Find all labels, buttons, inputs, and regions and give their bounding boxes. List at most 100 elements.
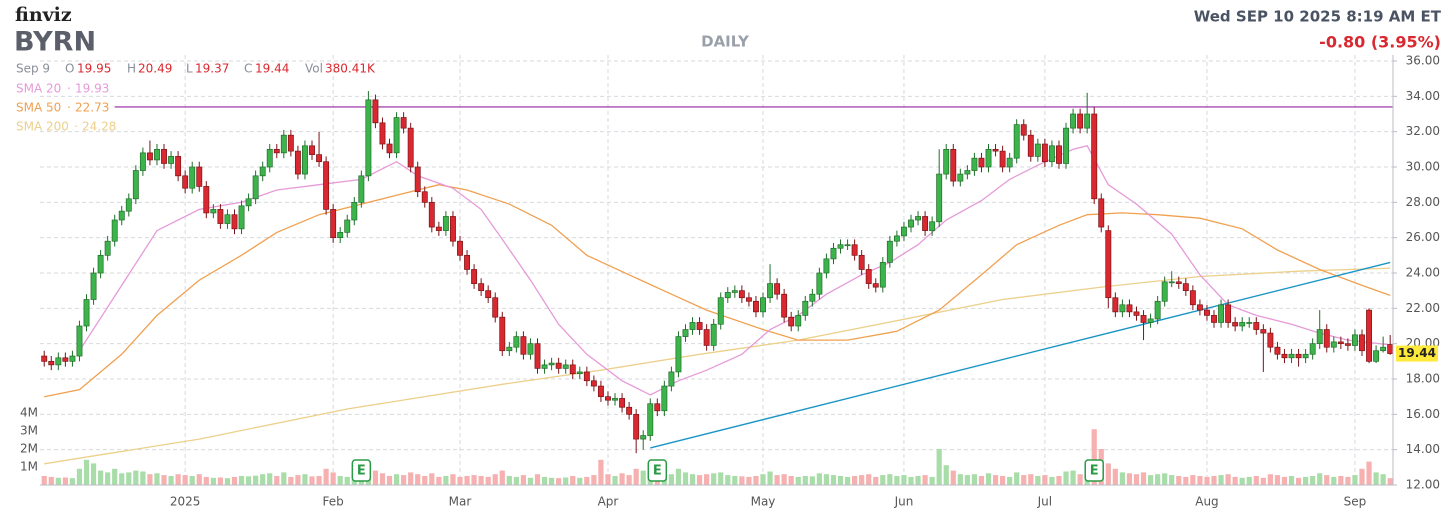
volume-bar: [1387, 478, 1393, 485]
x-tick-label: Mar: [449, 495, 472, 509]
info-value: 19.44: [255, 62, 289, 76]
legend-name: SMA 50: [16, 101, 61, 115]
volume-bar: [1324, 475, 1330, 485]
volume-bar: [534, 474, 541, 485]
volume-bar: [281, 472, 287, 485]
candle-body: [1189, 290, 1196, 306]
volume-bar: [105, 472, 111, 485]
candle-body: [978, 157, 985, 168]
volume-bar: [175, 474, 181, 485]
volume-bar: [746, 476, 752, 485]
volume-bar: [612, 476, 618, 485]
candle-body: [1006, 157, 1013, 168]
volume-bar: [1366, 461, 1372, 485]
volume-bar: [809, 476, 815, 485]
candle-body: [886, 240, 893, 263]
candle-body: [1063, 127, 1069, 164]
volume-bar: [605, 474, 611, 485]
volume-bar: [880, 475, 886, 485]
candle-body: [943, 148, 950, 175]
candle-body: [1168, 281, 1175, 284]
candle-body: [612, 398, 618, 401]
volume-bar: [591, 475, 597, 485]
volume-bar: [1035, 476, 1041, 485]
volume-bar: [1000, 476, 1006, 485]
candle-body: [717, 297, 724, 325]
candle-body: [837, 244, 844, 249]
x-tick-label: Jul: [1037, 495, 1052, 509]
volume-bar: [401, 475, 407, 485]
volume-bar: [1260, 477, 1266, 485]
volume-bar: [1211, 476, 1217, 485]
candle-body: [1253, 322, 1260, 330]
volume-bar: [1183, 476, 1189, 485]
candle-body: [1084, 113, 1091, 129]
volume-bar: [1133, 474, 1140, 485]
volume-bar: [718, 472, 724, 485]
volume-bar: [386, 476, 393, 485]
candle-body: [1098, 198, 1105, 228]
volume-bar: [577, 477, 583, 485]
candle-body: [1316, 329, 1323, 345]
candle-body: [1034, 143, 1041, 157]
legend-sep: ·: [67, 82, 71, 96]
volume-bar: [1169, 475, 1175, 485]
volume-bar: [499, 470, 505, 485]
candle-body: [266, 148, 273, 168]
datetime: Wed SEP 10 2025 8:19 AM ET: [1194, 8, 1442, 26]
volume-bar: [936, 449, 942, 485]
candle-body: [1232, 322, 1239, 327]
volume-bar: [1190, 475, 1196, 485]
candle-body: [513, 336, 520, 348]
volume-bar: [1345, 476, 1351, 485]
candle-body: [414, 166, 421, 193]
candle-body: [1056, 145, 1062, 164]
volume-bar: [633, 468, 639, 485]
candle-body: [626, 406, 633, 415]
volume-bar: [866, 474, 872, 485]
x-tick-label: Sep: [1344, 495, 1367, 509]
candle-body: [421, 191, 428, 203]
candle-body: [55, 357, 62, 366]
candle-body: [1323, 329, 1330, 348]
candle-body: [661, 385, 668, 412]
volume-bar: [1310, 476, 1316, 485]
volume-bar: [1352, 475, 1358, 485]
candle-body: [238, 205, 245, 230]
volume-bar: [1105, 463, 1111, 485]
volume-bar: [1049, 476, 1055, 485]
volume-bar: [189, 476, 195, 485]
candle-body: [964, 170, 971, 175]
volume-bar: [62, 477, 68, 485]
candle-body: [957, 173, 964, 182]
event-marker: [647, 459, 668, 482]
candle-body: [302, 145, 308, 175]
volume-bar: [964, 475, 970, 485]
volume-bar: [464, 476, 470, 485]
candle-body: [182, 175, 189, 189]
volume-bar: [816, 473, 822, 485]
candle-body: [1133, 311, 1140, 316]
candle-body: [696, 322, 703, 330]
candle-body: [175, 156, 182, 177]
volume-bar: [337, 476, 343, 485]
candle-body: [922, 216, 929, 231]
candle-body: [231, 214, 238, 230]
candle-body: [196, 166, 203, 187]
info-label: H: [127, 62, 136, 76]
candle-body: [449, 216, 456, 242]
volume-bar: [231, 476, 238, 485]
candle-body: [1359, 334, 1365, 352]
volume-bar: [795, 476, 801, 485]
candle-body: [506, 346, 513, 352]
volume-bar: [55, 477, 61, 485]
volume-bar: [732, 476, 738, 485]
candle-body: [1048, 145, 1055, 163]
candle-body: [760, 297, 766, 313]
volume-bar: [1331, 476, 1337, 485]
candle-body: [189, 166, 196, 189]
candle-body: [111, 219, 118, 242]
candle-body: [41, 355, 48, 362]
candle-body: [668, 371, 675, 387]
